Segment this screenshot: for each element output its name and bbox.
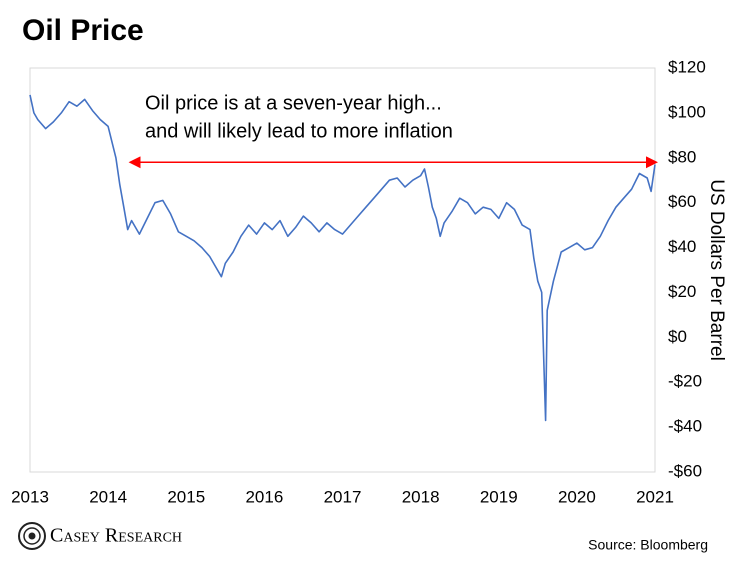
annotation: Oil price is at a seven-year high...: [145, 92, 442, 114]
y-tick-label: -$40: [668, 417, 702, 436]
x-tick-label: 2014: [89, 487, 127, 506]
y-tick-label: $80: [668, 147, 696, 166]
chart-title: Oil Price: [22, 14, 144, 47]
source: Source: Bloomberg: [588, 537, 708, 553]
y-tick-label: -$60: [668, 461, 702, 480]
x-tick-label: 2016: [245, 487, 283, 506]
y-tick-label: $120: [668, 57, 706, 76]
brand: Casey Research: [50, 525, 182, 547]
x-tick-label: 2018: [402, 487, 440, 506]
y-tick-label: $100: [668, 102, 706, 121]
x-tick-label: 2021: [636, 487, 674, 506]
x-tick-label: 2017: [324, 487, 362, 506]
plot-frame: [29, 67, 656, 473]
x-tick-label: 2015: [167, 487, 205, 506]
y-axis-label: US Dollars Per Barrel: [706, 179, 727, 361]
annotation: and will likely lead to more inflation: [145, 120, 453, 142]
y-tick-label: $20: [668, 282, 696, 301]
price-line: [29, 94, 656, 422]
x-tick-label: 2019: [480, 487, 518, 506]
logo: [18, 522, 46, 550]
x-tick-label: 2013: [11, 487, 49, 506]
y-tick-label: $60: [668, 192, 696, 211]
y-tick-label: $40: [668, 237, 696, 256]
x-tick-label: 2020: [558, 487, 596, 506]
y-tick-label: -$20: [668, 372, 702, 391]
y-tick-label: $0: [668, 327, 687, 346]
